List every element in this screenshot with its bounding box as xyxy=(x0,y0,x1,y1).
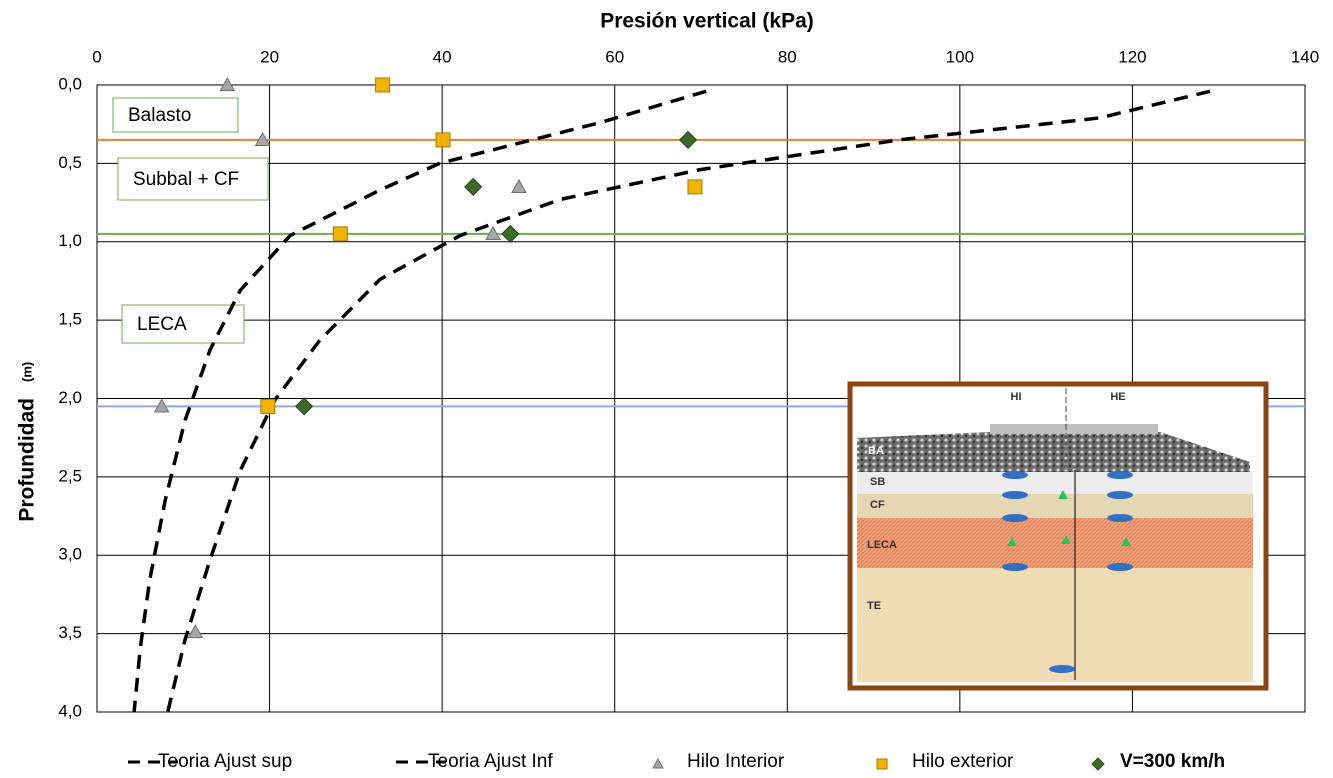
y-tick-label: 1,0 xyxy=(58,231,82,250)
x-tick-label: 80 xyxy=(778,47,797,66)
sensor-triangles xyxy=(1007,490,1131,546)
inset-diagram: HI HE BA SB CF LECA TE xyxy=(847,381,1269,691)
theory-line xyxy=(166,89,1211,713)
marker-triangle xyxy=(485,225,501,241)
inset-label: LECA xyxy=(867,539,897,551)
marker-triangle xyxy=(652,757,664,769)
inset-label: TE xyxy=(867,600,881,612)
marker-triangle xyxy=(187,624,204,639)
inset-label: HI xyxy=(1011,391,1022,403)
x-tick-label: 120 xyxy=(1118,47,1146,66)
marker-triangle xyxy=(153,398,170,413)
theory-line xyxy=(132,89,707,713)
inset-label: BA xyxy=(868,445,884,457)
marker-square xyxy=(332,226,348,242)
y-tick-label: 0,0 xyxy=(58,74,82,93)
y-tick-label: 1,5 xyxy=(58,310,82,329)
layer-te xyxy=(857,566,1253,682)
y-tick-label: 0,5 xyxy=(58,153,82,172)
x-tick-label: 40 xyxy=(433,47,452,66)
sleeper xyxy=(990,424,1158,434)
x-tick-label: 0 xyxy=(92,47,101,66)
plot-border xyxy=(96,84,1306,713)
y-tick-label: 2,0 xyxy=(58,388,82,407)
layer-label: LECA xyxy=(137,314,187,335)
legend-label: Hilo Interior xyxy=(687,751,785,772)
layer-sb xyxy=(857,472,1253,494)
marker-diamond xyxy=(294,397,314,416)
layer-box xyxy=(117,157,269,201)
y-axis-title: Profundidad xyxy=(16,398,39,522)
marker-diamond xyxy=(1091,757,1105,771)
layer-label: Subbal + CF xyxy=(133,169,239,190)
inset-label: HE xyxy=(1110,391,1125,403)
marker-square xyxy=(375,77,391,93)
inset-label: SB xyxy=(870,476,885,488)
marker-triangle xyxy=(219,76,236,92)
marker-square xyxy=(876,758,888,770)
legend-label: Teoria Ajust Inf xyxy=(428,751,553,772)
y-tick-label: 2,5 xyxy=(58,466,82,485)
x-tick-label: 20 xyxy=(260,47,279,66)
marker-diamond xyxy=(501,224,520,244)
marker-square xyxy=(435,132,451,148)
legend-label: Teoria Ajust sup xyxy=(158,751,292,772)
inset-label: CF xyxy=(870,499,885,511)
layer-ba xyxy=(857,432,1250,472)
legend-label: V=300 km/h xyxy=(1120,751,1225,772)
x-tick-label: 60 xyxy=(605,47,624,66)
x-tick-label: 100 xyxy=(946,47,974,66)
y-tick-label: 3,0 xyxy=(58,545,82,564)
marker-square xyxy=(260,398,276,414)
marker-triangle xyxy=(511,178,527,193)
y-axis-unit: (m) xyxy=(19,362,34,382)
y-tick-label: 3,5 xyxy=(58,623,82,642)
marker-diamond xyxy=(464,177,483,196)
layer-label: Balasto xyxy=(128,105,191,126)
marker-square xyxy=(687,179,703,195)
marker-triangle xyxy=(254,131,271,146)
chart-title: Presión vertical (kPa) xyxy=(600,10,814,33)
marker-diamond xyxy=(678,130,698,149)
layer-cf xyxy=(857,494,1253,518)
layer-box xyxy=(112,97,239,133)
x-tick-label: 140 xyxy=(1291,47,1319,66)
sensors xyxy=(1002,471,1133,673)
legend-label: Hilo exterior xyxy=(912,751,1014,772)
y-tick-label: 4,0 xyxy=(58,701,82,720)
layer-leca xyxy=(857,518,1253,568)
